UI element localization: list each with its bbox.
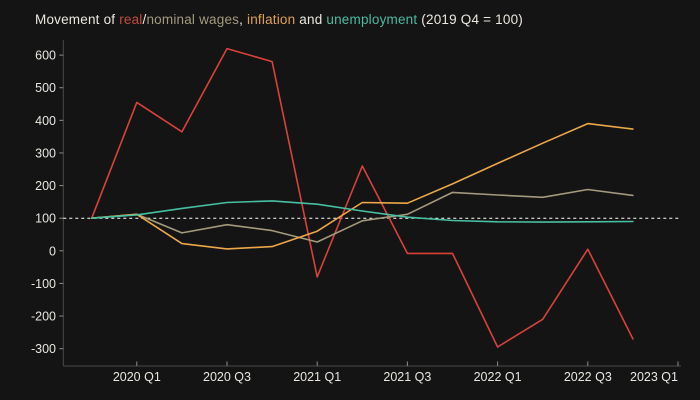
x-tick-label: 2022 Q3 [564, 370, 612, 384]
x-tick-label: 2021 Q1 [293, 370, 341, 384]
chart-title: Movement of real/nominal wages, inflatio… [35, 12, 523, 27]
y-tick-label: 500 [35, 81, 56, 95]
x-tick-label: 2021 Q3 [383, 370, 431, 384]
y-tick-label: 200 [35, 179, 56, 193]
title-segment-2: / [142, 12, 147, 27]
title-segment-6: and [295, 12, 327, 27]
title-segment-0: Movement of [35, 12, 120, 27]
series-line-real-wages [90, 47, 634, 348]
y-tick-label: 300 [35, 146, 56, 160]
title-segment-4: , [239, 12, 248, 27]
y-tick-label: 400 [35, 114, 56, 128]
title-segment-5: inflation [247, 12, 296, 27]
series-line-unemployment [90, 200, 634, 223]
x-tick-label: 2022 Q1 [474, 370, 522, 384]
y-tick-label: -100 [31, 277, 56, 291]
title-segment-3: nominal wages [146, 12, 240, 27]
y-tick-label: -200 [31, 310, 56, 324]
y-tick-label: -300 [31, 342, 56, 356]
title-segment-8: (2019 Q4 = 100) [417, 12, 523, 27]
y-tick-label: 600 [35, 49, 56, 63]
series-line-inflation [90, 122, 634, 250]
y-tick-label: 100 [35, 212, 56, 226]
title-segment-7: unemployment [326, 12, 418, 27]
x-tick-label: 2023 Q1 [630, 370, 678, 384]
title-segment-1: real [119, 12, 143, 27]
y-tick-label: 0 [49, 244, 56, 258]
x-tick-label: 2020 Q1 [113, 370, 161, 384]
series-line-nominal-wages [90, 188, 634, 243]
x-tick-label: 2020 Q3 [203, 370, 251, 384]
